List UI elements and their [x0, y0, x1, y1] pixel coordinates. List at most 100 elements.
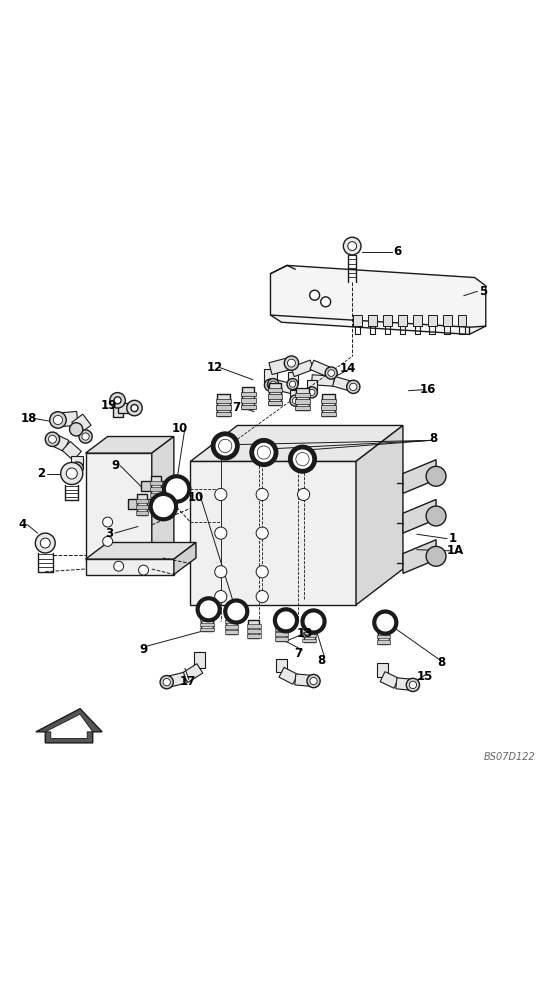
Circle shape — [213, 434, 237, 458]
Polygon shape — [190, 425, 403, 461]
Bar — [113, 400, 123, 417]
Circle shape — [374, 612, 396, 634]
Circle shape — [343, 237, 361, 255]
Circle shape — [131, 405, 138, 412]
Polygon shape — [295, 674, 314, 687]
Circle shape — [110, 393, 125, 408]
Circle shape — [61, 462, 83, 485]
Bar — [321, 399, 336, 403]
Bar — [275, 632, 288, 636]
Bar — [200, 618, 214, 621]
Bar — [443, 315, 452, 326]
Bar — [295, 406, 310, 410]
Circle shape — [256, 527, 268, 539]
Bar — [247, 629, 261, 633]
Text: BS07D122: BS07D122 — [484, 752, 535, 762]
Bar — [248, 620, 259, 638]
Bar — [147, 499, 157, 509]
Circle shape — [114, 561, 124, 571]
Bar — [353, 315, 362, 326]
Polygon shape — [272, 379, 296, 394]
Text: 14: 14 — [339, 362, 356, 375]
Bar — [377, 630, 390, 633]
Bar — [247, 634, 261, 638]
Circle shape — [160, 676, 173, 689]
Bar — [226, 616, 237, 634]
Bar — [150, 481, 162, 485]
Text: 5: 5 — [479, 285, 487, 298]
Circle shape — [426, 466, 446, 486]
Bar — [275, 627, 288, 631]
Bar — [302, 629, 316, 632]
Circle shape — [307, 674, 320, 688]
Polygon shape — [377, 663, 388, 677]
Circle shape — [114, 397, 121, 404]
Polygon shape — [403, 460, 436, 493]
Circle shape — [328, 370, 335, 376]
Circle shape — [256, 488, 268, 501]
Bar — [150, 487, 162, 491]
Bar — [275, 637, 288, 641]
Polygon shape — [57, 411, 78, 427]
Text: 4: 4 — [18, 518, 26, 531]
Bar — [151, 476, 161, 497]
Text: 8: 8 — [438, 656, 445, 669]
Circle shape — [256, 591, 268, 603]
Circle shape — [40, 538, 50, 548]
Bar — [241, 392, 256, 396]
Circle shape — [306, 387, 317, 398]
Circle shape — [35, 533, 55, 553]
Circle shape — [151, 494, 176, 519]
Bar — [216, 405, 231, 410]
Bar — [458, 315, 466, 326]
Bar — [118, 403, 135, 413]
Text: 13: 13 — [296, 627, 313, 640]
Bar — [276, 623, 287, 641]
Polygon shape — [86, 543, 196, 559]
Bar — [302, 634, 316, 637]
Circle shape — [296, 453, 309, 466]
Bar — [378, 626, 389, 644]
Circle shape — [310, 677, 317, 685]
Bar — [201, 614, 213, 631]
Polygon shape — [152, 437, 174, 561]
Polygon shape — [311, 375, 335, 386]
Circle shape — [139, 565, 148, 575]
Circle shape — [82, 433, 89, 440]
Circle shape — [284, 356, 299, 370]
Polygon shape — [86, 453, 152, 561]
Bar — [200, 628, 214, 631]
Text: 2: 2 — [38, 467, 45, 480]
Circle shape — [256, 566, 268, 578]
Polygon shape — [264, 369, 277, 385]
Circle shape — [268, 379, 279, 390]
Circle shape — [267, 382, 274, 389]
Bar — [296, 388, 309, 410]
Bar — [322, 394, 335, 416]
Circle shape — [325, 367, 337, 379]
Text: 10: 10 — [171, 422, 188, 435]
Bar — [268, 401, 282, 405]
Bar — [377, 640, 390, 644]
Text: 15: 15 — [417, 670, 433, 683]
Circle shape — [215, 488, 227, 501]
Polygon shape — [174, 543, 196, 575]
Text: 3: 3 — [105, 527, 113, 540]
Bar — [128, 499, 137, 509]
Text: 8: 8 — [429, 432, 437, 445]
Text: 19: 19 — [101, 399, 118, 412]
Circle shape — [426, 546, 446, 566]
Circle shape — [264, 379, 277, 391]
Polygon shape — [291, 360, 314, 377]
Circle shape — [290, 395, 301, 406]
Bar — [137, 494, 147, 515]
Circle shape — [164, 476, 189, 502]
Polygon shape — [182, 664, 203, 682]
Circle shape — [289, 381, 296, 387]
Bar — [398, 315, 407, 326]
Polygon shape — [194, 652, 205, 668]
Bar — [141, 481, 151, 491]
Circle shape — [309, 389, 315, 395]
Text: 8: 8 — [317, 654, 325, 667]
Bar — [225, 620, 238, 623]
